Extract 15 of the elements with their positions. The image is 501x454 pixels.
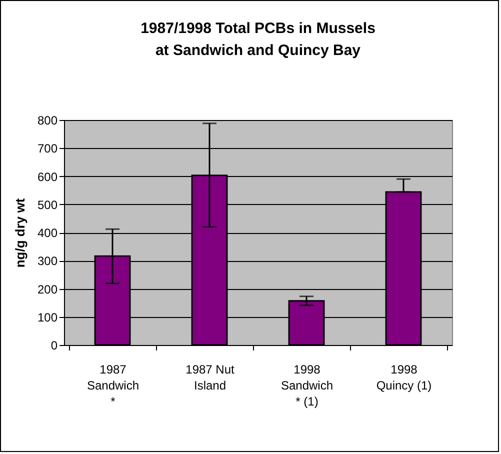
y-tick-label: 600 (37, 170, 58, 184)
y-tick-label: 100 (37, 310, 58, 324)
y-tick-label: 500 (37, 198, 58, 212)
y-tick-label: 0 (50, 338, 58, 352)
y-tick-label: 700 (37, 142, 58, 156)
x-tick-label: 1998 Quincy (1) (376, 362, 432, 392)
y-tick-label: 400 (37, 226, 58, 240)
y-tick-label: 200 (37, 282, 58, 296)
x-tick-label: 1987 Sandwich * (86, 362, 140, 408)
y-tick-label: 800 (37, 114, 58, 128)
x-tick-label: 1987 Nut Island (186, 362, 236, 392)
y-tick-label: 300 (37, 254, 58, 268)
chart-title: 1987/1998 Total PCBs in Mussels at Sandwich and Quincy Bay (140, 20, 376, 59)
y-axis-title: ng/g dry wt (12, 198, 28, 268)
x-tick-label: 1998 Sandwich * (1) (280, 362, 334, 408)
